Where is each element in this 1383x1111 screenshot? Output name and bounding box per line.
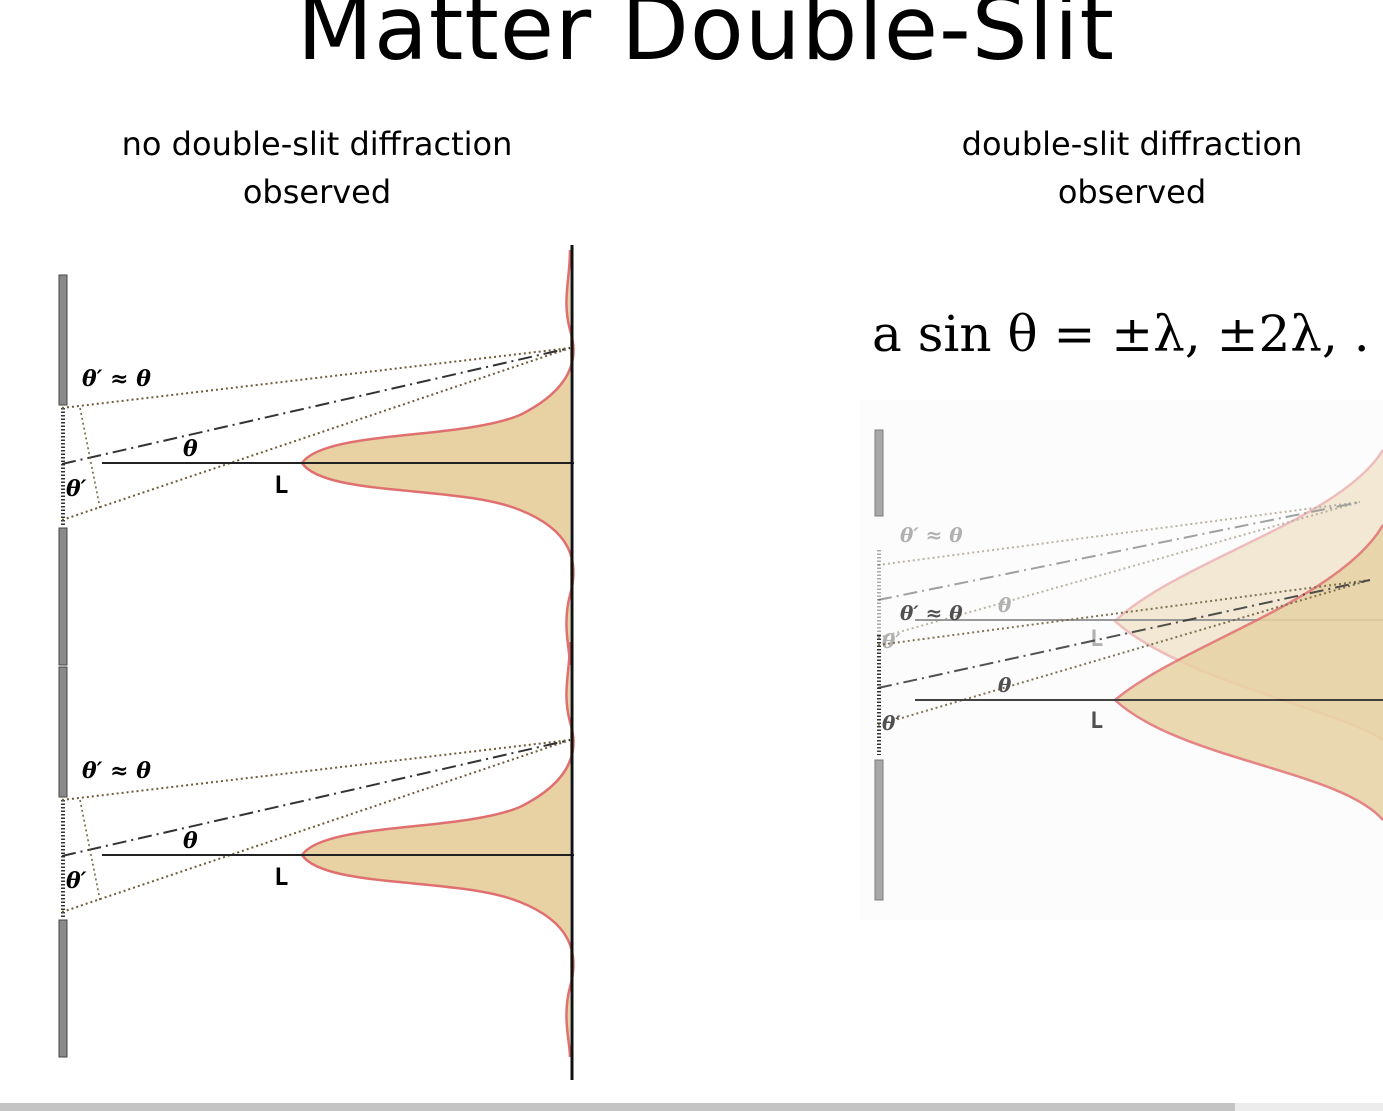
label-L: L: [1090, 709, 1103, 734]
left-diffraction-diagram: θ′ ≈ θ θ θ′ L θ′ ≈ θ θ θ′ L: [57, 245, 576, 1080]
label-theta-prime-approx: θ′ ≈ θ: [82, 758, 151, 784]
label-theta-prime: θ′: [882, 711, 901, 735]
right-caption: double-slit diffraction observed: [902, 120, 1362, 216]
label-theta-prime: θ′: [66, 868, 87, 894]
label-theta: θ: [998, 673, 1012, 697]
label-theta-prime-approx: θ′ ≈ θ: [900, 523, 963, 547]
label-theta-prime-approx: θ′ ≈ θ: [900, 601, 963, 625]
label-theta-prime-approx: θ′ ≈ θ: [82, 366, 151, 392]
label-theta: θ: [183, 436, 198, 462]
right-diffraction-diagram: θ′ ≈ θ θ θ′ L θ′ ≈ θ θ θ′ L: [860, 400, 1383, 920]
left-caption: no double-slit diffraction observed: [82, 120, 552, 216]
left-caption-line2: observed: [242, 173, 392, 211]
right-caption-line1: double-slit diffraction: [961, 125, 1303, 163]
label-L: L: [274, 471, 288, 499]
label-theta: θ: [998, 593, 1012, 617]
label-L: L: [1090, 627, 1103, 652]
label-L: L: [274, 863, 288, 891]
diffraction-formula: a sin θ = ±λ, ±2λ, . .: [872, 305, 1383, 363]
right-caption-line2: observed: [1057, 173, 1207, 211]
scrollbar-thumb[interactable]: [0, 1103, 1235, 1111]
label-theta-prime: θ′: [882, 629, 901, 653]
horizontal-scrollbar[interactable]: [0, 1103, 1383, 1111]
left-caption-line1: no double-slit diffraction: [121, 125, 513, 163]
label-theta: θ: [183, 828, 198, 854]
slide-title: Matter Double-Slit: [297, 0, 1115, 80]
label-theta-prime: θ′: [66, 476, 87, 502]
